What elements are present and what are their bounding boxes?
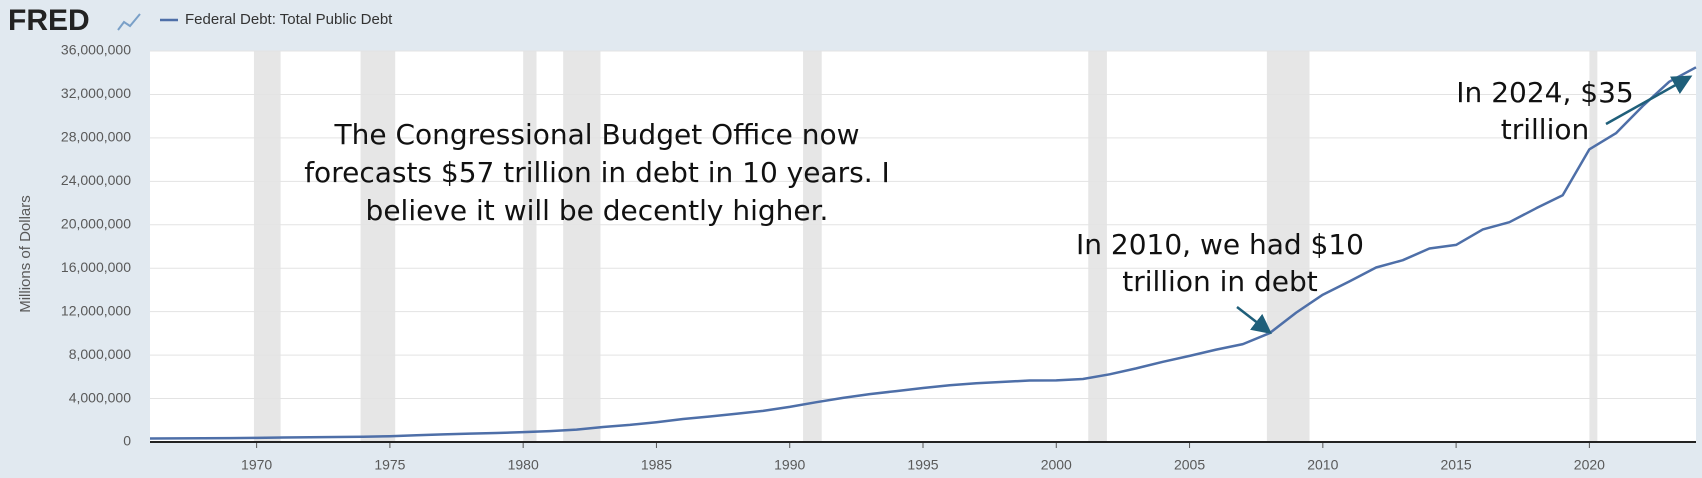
- y-tick-label: 8,000,000: [69, 346, 131, 362]
- y-tick-label: 36,000,000: [61, 42, 131, 58]
- recession-band: [360, 51, 396, 442]
- recession-band: [563, 51, 601, 442]
- recession-band: [1266, 51, 1310, 442]
- x-tick-label: 2015: [1441, 457, 1472, 473]
- y-tick-label: 32,000,000: [61, 85, 131, 101]
- x-tick-label: 2010: [1307, 457, 1338, 473]
- x-tick-label: 2000: [1041, 457, 1072, 473]
- x-tick-label: 1975: [374, 457, 405, 473]
- brand: FRED: [8, 4, 90, 37]
- x-tick-label: 2020: [1574, 457, 1605, 473]
- y-tick-label: 20,000,000: [61, 215, 131, 231]
- y-tick-label: 28,000,000: [61, 129, 131, 145]
- recession-band: [1589, 51, 1598, 442]
- legend-label: Federal Debt: Total Public Debt: [185, 11, 393, 28]
- plot-layer: 0 4,000,000 8,000,000 12,000,000 16,000,000 2…: [61, 42, 1697, 473]
- x-tick-label: 1985: [641, 457, 672, 473]
- brand-icon: [117, 13, 141, 31]
- annotation: trillion: [1501, 113, 1589, 146]
- y-tick-label: 12,000,000: [61, 302, 131, 318]
- annotation: forecasts $57 trillion in debt in 10 yea…: [304, 156, 890, 189]
- recession-band: [803, 51, 822, 442]
- y-tick-label: 16,000,000: [61, 259, 131, 275]
- y-tick-label: 4,000,000: [69, 389, 131, 405]
- series-line: [149, 66, 1697, 440]
- recession-band: [1088, 51, 1107, 442]
- arrow: [1236, 306, 1272, 335]
- y-tick-label: 24,000,000: [61, 172, 131, 188]
- recession-band: [253, 51, 281, 442]
- annotation: The Congressional Budget Office now: [334, 118, 860, 151]
- annotation: In 2010, we had $10: [1076, 228, 1364, 261]
- y-axis-label: Millions of Dollars: [17, 195, 34, 313]
- x-tick-label: 1990: [774, 457, 805, 473]
- recession-band: [523, 51, 537, 442]
- annotation: trillion in debt: [1122, 265, 1318, 298]
- y-tick-label: 0: [123, 433, 131, 449]
- annotation: believe it will be decently higher.: [366, 194, 829, 227]
- x-tick-label: 1995: [907, 457, 938, 473]
- arrow: [1605, 75, 1693, 126]
- x-tick-label: 1970: [241, 457, 272, 473]
- x-tick-label: 1980: [508, 457, 539, 473]
- annotation: In 2024, $35: [1456, 76, 1633, 109]
- x-tick-label: 2005: [1174, 457, 1205, 473]
